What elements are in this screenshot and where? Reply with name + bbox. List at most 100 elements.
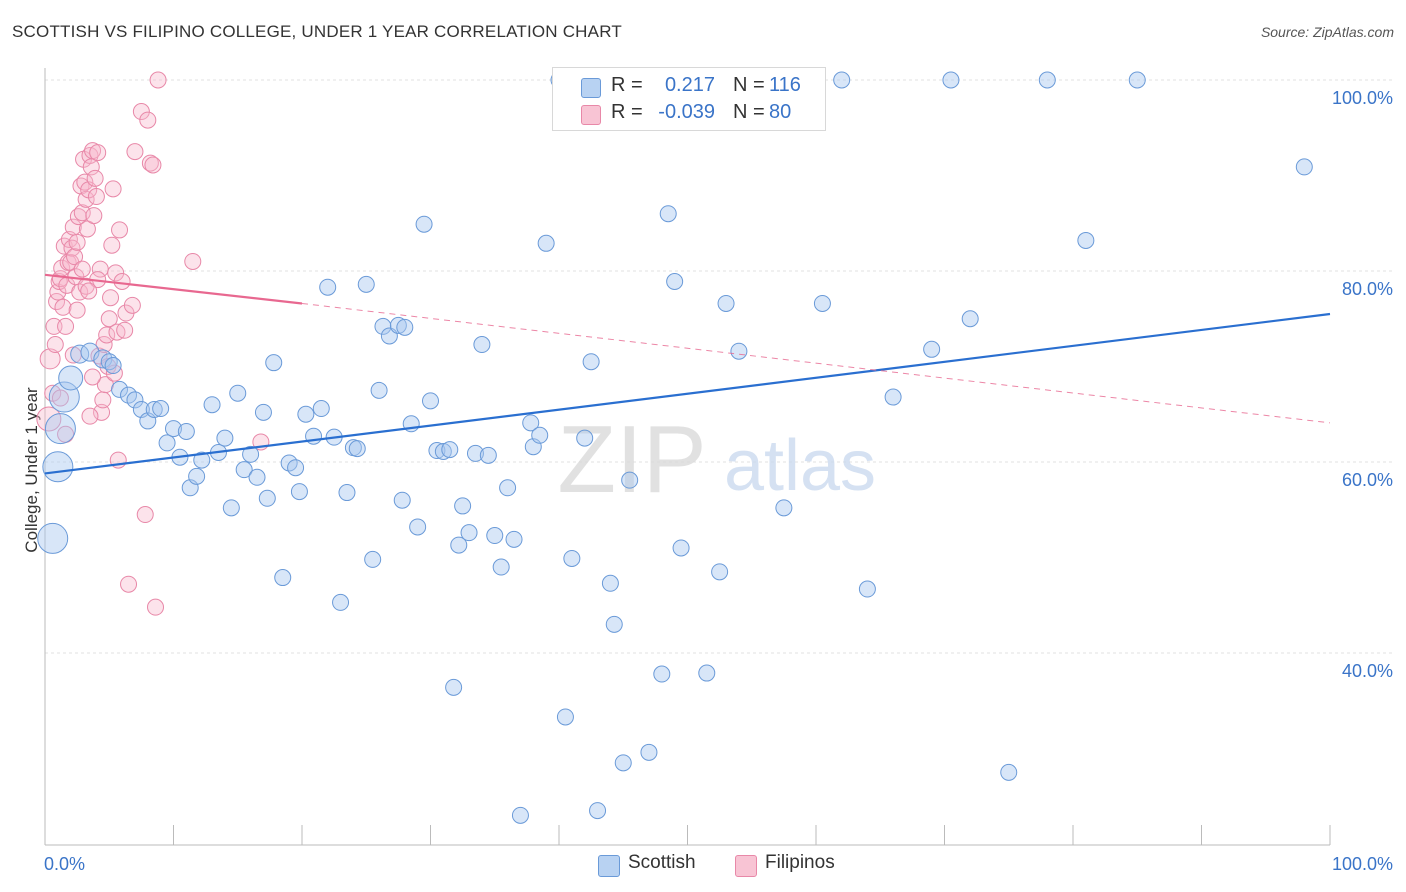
legend-n-value: 116: [769, 74, 801, 96]
scottish-point: [884, 388, 902, 406]
scottish-point: [348, 440, 366, 458]
scottish-point: [374, 317, 392, 335]
filipinos-point: [120, 575, 138, 593]
scottish-point: [1000, 763, 1018, 781]
filipinos-point: [141, 154, 159, 172]
y-tick-label: 80.0%: [1342, 279, 1393, 299]
scottish-point: [258, 489, 276, 507]
scottish-point: [858, 580, 876, 598]
legend-label-filipinos: Filipinos: [765, 852, 835, 873]
scottish-point: [422, 392, 439, 410]
scottish-point: [44, 413, 76, 445]
scottish-point: [1128, 71, 1146, 89]
legend-n-label: N =: [733, 101, 765, 123]
filipinos-point: [51, 389, 69, 407]
filipinos-swatch: [735, 855, 757, 877]
scottish-point: [698, 664, 716, 682]
legend-r-value: -0.039: [658, 101, 715, 123]
scottish-point: [659, 205, 677, 223]
x-tick-label-max: 100.0%: [1332, 854, 1393, 874]
y-tick-label: 60.0%: [1342, 470, 1393, 490]
scottish-point: [158, 434, 176, 452]
scottish-point: [42, 451, 74, 483]
filipinos-point: [85, 207, 103, 225]
scottish-point: [1038, 71, 1056, 89]
filipinos-trend-line: [44, 273, 303, 305]
filipinos-point: [116, 321, 134, 339]
scottish-point: [923, 340, 941, 358]
y-tick-label: 100.0%: [1332, 88, 1393, 108]
scottish-point: [1295, 158, 1313, 176]
filipinos-points: [36, 71, 270, 616]
scottish-point: [450, 536, 468, 554]
scottish-point: [454, 497, 472, 515]
scottish-point: [445, 678, 463, 696]
scottish-point: [621, 471, 639, 489]
scottish-point: [589, 802, 607, 820]
scottish-point: [332, 593, 350, 611]
scottish-point: [576, 429, 594, 447]
watermark-zip: ZIP: [557, 406, 706, 513]
scottish-point: [104, 357, 122, 375]
scottish-point: [672, 539, 690, 557]
scottish-points: [37, 71, 1313, 824]
legend-row-filipinos: R = -0.039 N = 80: [553, 101, 825, 127]
filipinos-point: [104, 180, 122, 198]
scottish-point: [466, 444, 484, 462]
scottish-point: [415, 215, 433, 233]
scottish-point: [274, 569, 292, 587]
filipinos-point: [86, 169, 104, 187]
scottish-point: [961, 310, 979, 328]
scottish-point: [601, 574, 619, 592]
filipinos-point: [68, 301, 86, 319]
scottish-point: [222, 499, 240, 517]
filipinos-point: [80, 282, 98, 300]
scottish-swatch: [581, 78, 601, 98]
scottish-point: [775, 499, 793, 517]
filipinos-point: [100, 310, 118, 328]
scottish-point: [441, 441, 459, 459]
scottish-point: [248, 468, 266, 486]
scottish-point: [58, 365, 84, 391]
scottish-trend-line: [44, 312, 1331, 475]
filipinos-point: [132, 103, 150, 121]
filipinos-point: [139, 111, 157, 129]
filipinos-point: [113, 273, 131, 291]
filipinos-point: [57, 317, 75, 335]
filipinos-point: [77, 190, 95, 208]
scottish-point: [297, 405, 315, 423]
scottish-point: [319, 278, 337, 296]
grid-lines: [45, 79, 1395, 654]
scottish-point: [473, 336, 491, 354]
scottish-point: [614, 754, 632, 772]
scottish-point: [364, 550, 382, 568]
scottish-point: [409, 518, 427, 536]
filipinos-point: [103, 236, 121, 254]
scottish-point: [522, 414, 540, 432]
scottish-point: [605, 615, 623, 633]
scottish-point: [393, 491, 411, 509]
scottish-point: [434, 442, 452, 460]
scottish-point: [730, 342, 748, 360]
legend-r-value: 0.217: [664, 74, 715, 96]
scottish-point: [563, 549, 581, 567]
scottish-point: [177, 422, 195, 440]
filipinos-point: [76, 173, 94, 191]
source-label: Source: ZipAtlas.com: [1260, 24, 1394, 40]
scottish-point: [188, 467, 206, 485]
tick-labels: 40.0% 60.0% 80.0% 100.0% 0.0% 100.0%: [44, 88, 1393, 874]
scottish-point: [505, 530, 523, 548]
filipinos-trend-line-extension: [301, 302, 1331, 424]
scottish-point: [229, 384, 247, 402]
scottish-point: [152, 400, 170, 418]
filipinos-point: [111, 221, 129, 239]
filipinos-point: [87, 188, 105, 206]
scottish-point: [389, 316, 407, 334]
filipinos-point: [107, 264, 125, 282]
watermark: ZIP atlas: [557, 406, 876, 513]
scottish-point: [460, 524, 478, 542]
scottish-point: [942, 71, 960, 89]
scottish-point: [290, 483, 308, 501]
scottish-point: [653, 665, 671, 683]
